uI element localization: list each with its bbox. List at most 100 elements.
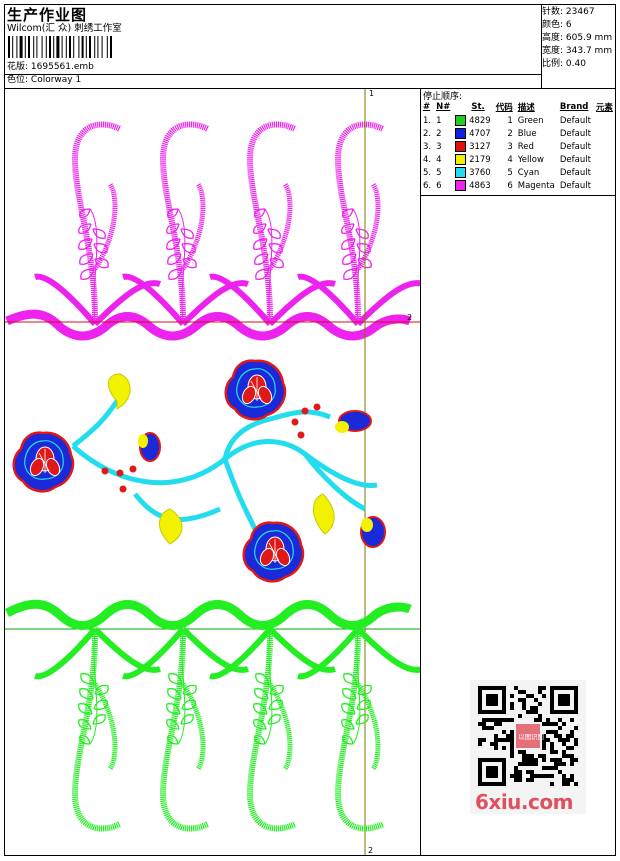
row-brand: Default: [559, 115, 591, 126]
row-brand: Default: [559, 167, 591, 178]
color-swatch: [455, 167, 467, 178]
row-desc: Blue: [517, 128, 537, 139]
yellow-leaves: [107, 373, 335, 545]
sequence-row: 4. 4 2179 4 Yellow Default: [421, 153, 616, 166]
row-stitches: 2179: [453, 153, 493, 166]
watermark-logo: 6xiu.com: [475, 790, 573, 814]
row-code: 3: [507, 141, 513, 152]
blue-flowers: [12, 359, 305, 583]
row-desc: Magenta: [517, 180, 555, 191]
col-stitches: St.: [471, 102, 485, 112]
guide-marker-right: 2: [407, 313, 412, 322]
colorway-label: 色位:: [7, 75, 29, 85]
row-stitches: 3760: [453, 166, 493, 179]
sequence-row: 2. 2 4707 2 Blue Default: [421, 127, 616, 140]
col-brand: Brand: [559, 102, 589, 112]
row-stitches: 3127: [453, 140, 493, 153]
row-needle: 4: [436, 154, 442, 165]
col-element: 元素: [595, 103, 613, 113]
stat-stitches: 针数: 23467: [542, 7, 595, 17]
col-needle: N#: [436, 102, 451, 112]
sequence-row: 6. 6 4863 6 Magenta Default: [421, 179, 616, 192]
header-divider-bottom: [4, 88, 616, 89]
color-swatch: [455, 115, 467, 126]
guide-marker-top: 1: [369, 89, 374, 98]
row-needle: 1: [436, 115, 442, 126]
green-fern-row: [35, 629, 420, 829]
row-desc: Yellow: [517, 154, 544, 165]
stitch-count: 3760: [469, 168, 491, 178]
embroidery-preview: 1 2 2: [5, 89, 420, 855]
row-code: 4: [507, 154, 513, 165]
sequence-row: 5. 5 3760 5 Cyan Default: [421, 166, 616, 179]
row-num: 1.: [423, 115, 432, 126]
row-brand: Default: [559, 128, 591, 139]
col-num: #: [423, 102, 431, 112]
qr-code: 以图识图: [478, 686, 578, 786]
stitch-count: 2179: [469, 155, 491, 165]
qr-watermark: 以图识图: [470, 680, 586, 814]
row-stitches: 4829: [453, 114, 493, 127]
page-frame: [4, 4, 616, 856]
row-needle: 2: [436, 128, 442, 139]
barcode: [8, 36, 112, 58]
company-name: Wilcom(汇 众) 刺绣工作室: [7, 23, 122, 34]
row-stitches: 4707: [453, 127, 493, 140]
stitch-count: 4863: [469, 181, 491, 191]
row-num: 5.: [423, 167, 432, 178]
color-swatch: [455, 128, 467, 139]
stat-scale: 比例: 0.40: [542, 59, 586, 69]
cyan-branch: [71, 399, 378, 531]
color-swatch: [455, 180, 467, 191]
stitch-count: 4707: [469, 129, 491, 139]
stats-divider: [541, 4, 542, 88]
row-needle: 3: [436, 141, 442, 152]
design-file: 1695561.emb: [30, 62, 94, 72]
stitch-count: 3127: [469, 142, 491, 152]
col-desc: 描述: [517, 103, 535, 113]
row-code: 6: [507, 180, 513, 191]
color-swatch: [455, 141, 467, 152]
stat-colors: 颜色: 6: [542, 20, 572, 30]
stop-sequence-title: 停止顺序:: [423, 92, 463, 102]
magenta-fern-row: [35, 124, 420, 324]
row-desc: Red: [517, 141, 534, 152]
row-element: [594, 114, 616, 127]
page-title: 生产作业图: [7, 6, 88, 24]
header-divider-top: [4, 74, 541, 75]
sequence-row: 1. 1 4829 1 Green Default: [421, 114, 616, 127]
row-code: 5: [507, 167, 513, 178]
design-label: 花版:: [7, 62, 29, 72]
row-brand: Default: [559, 180, 591, 191]
stat-height: 高度: 605.9 mm: [542, 33, 613, 43]
row-num: 2.: [423, 128, 432, 139]
row-element: [594, 153, 616, 166]
color-swatch: [455, 154, 467, 165]
row-code: 2: [507, 128, 513, 139]
row-element: [594, 127, 616, 140]
panel-divider: [420, 88, 421, 856]
green-wave: [5, 599, 412, 630]
row-num: 3.: [423, 141, 432, 152]
row-stitches: 4863: [453, 179, 493, 192]
row-desc: Cyan: [517, 167, 540, 178]
row-needle: 6: [436, 180, 442, 191]
stitch-count: 4829: [469, 116, 491, 126]
red-berries: [101, 403, 321, 493]
sequence-row: 3. 3 3127 3 Red Default: [421, 140, 616, 153]
stop-sequence-table: # N# St. 代码 描述 Brand 元素 1. 1 4829 1 Green De…: [421, 101, 616, 192]
guide-marker-bottom: 2: [368, 846, 373, 855]
row-num: 6.: [423, 180, 432, 191]
design-stats: 针数: 23467 颜色: 6 高度: 605.9 mm 宽度: 343.7 m…: [542, 6, 612, 71]
row-brand: Default: [559, 154, 591, 165]
magenta-wave: [5, 309, 412, 341]
flower-buds: [138, 410, 386, 548]
row-brand: Default: [559, 141, 591, 152]
row-element: [594, 179, 616, 192]
colorway-name: Colorway 1: [30, 75, 82, 85]
qr-badge: 以图识图: [518, 733, 544, 741]
col-code: 代码: [495, 103, 513, 113]
row-element: [594, 166, 616, 179]
row-code: 1: [507, 115, 513, 126]
row-needle: 5: [436, 167, 442, 178]
